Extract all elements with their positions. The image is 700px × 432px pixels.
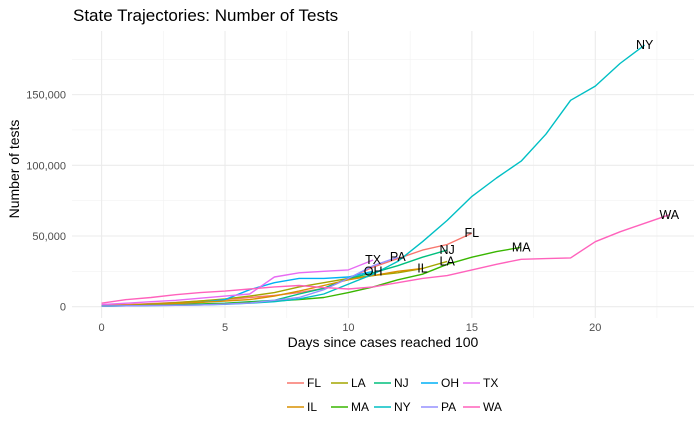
legend-item-nj: NJ — [374, 376, 409, 390]
legend-label: WA — [483, 400, 502, 414]
x-axis-title: Days since cases reached 100 — [288, 334, 479, 350]
y-tick-label: 150,000 — [26, 90, 66, 102]
legend-label: IL — [307, 400, 317, 414]
legend-item-pa: PA — [421, 400, 456, 414]
axes: 0 5 10 15 20 0 50,000 100,000 150,000 — [26, 90, 601, 334]
legend-label: MA — [351, 400, 369, 414]
legend-item-oh: OH — [421, 376, 459, 390]
series-line-wa — [101, 214, 670, 304]
legend-label: NY — [394, 400, 411, 414]
x-tick-label: 0 — [99, 322, 105, 334]
legend-label: PA — [441, 400, 456, 414]
legend-item-ny: NY — [374, 400, 411, 414]
end-label-ny: NY — [636, 38, 654, 52]
end-label-oh: OH — [364, 264, 383, 278]
legend-item-ma: MA — [331, 400, 369, 414]
y-tick-label: 100,000 — [26, 160, 66, 172]
legend-label: LA — [351, 376, 366, 390]
legend-item-fl: FL — [287, 376, 321, 390]
legend-item-la: LA — [331, 376, 366, 390]
grid — [72, 31, 694, 318]
y-tick-label: 0 — [60, 302, 66, 314]
end-label-ma: MA — [512, 240, 531, 254]
legend-label: TX — [483, 376, 498, 390]
x-tick-label: 5 — [222, 322, 228, 334]
legend-item-tx: TX — [463, 376, 498, 390]
legend-item-wa: WA — [463, 400, 502, 414]
y-tick-label: 50,000 — [32, 231, 66, 243]
series-line-ma — [101, 246, 522, 307]
legend-label: NJ — [394, 376, 409, 390]
legend-label: OH — [441, 376, 459, 390]
legend-label: FL — [307, 376, 321, 390]
x-tick-label: 15 — [466, 322, 478, 334]
series-line-tx — [101, 259, 374, 306]
series-lines — [101, 44, 670, 307]
y-axis-title: Number of tests — [6, 120, 22, 219]
end-label-il: IL — [417, 262, 427, 276]
x-tick-label: 10 — [342, 322, 354, 334]
x-tick-label: 20 — [589, 322, 601, 334]
legend-item-il: IL — [287, 400, 317, 414]
series-line-pa — [101, 256, 399, 307]
end-label-la: LA — [440, 254, 456, 268]
end-label-fl: FL — [465, 226, 480, 240]
end-label-pa: PA — [390, 250, 406, 264]
legend: FL LA NJ OH TX IL MA NY PA WA — [287, 376, 502, 414]
end-label-tx: TX — [365, 253, 382, 267]
end-label-wa: WA — [659, 208, 679, 222]
chart-title: State Trajectories: Number of Tests — [73, 6, 338, 25]
end-label-nj: NJ — [440, 243, 455, 257]
